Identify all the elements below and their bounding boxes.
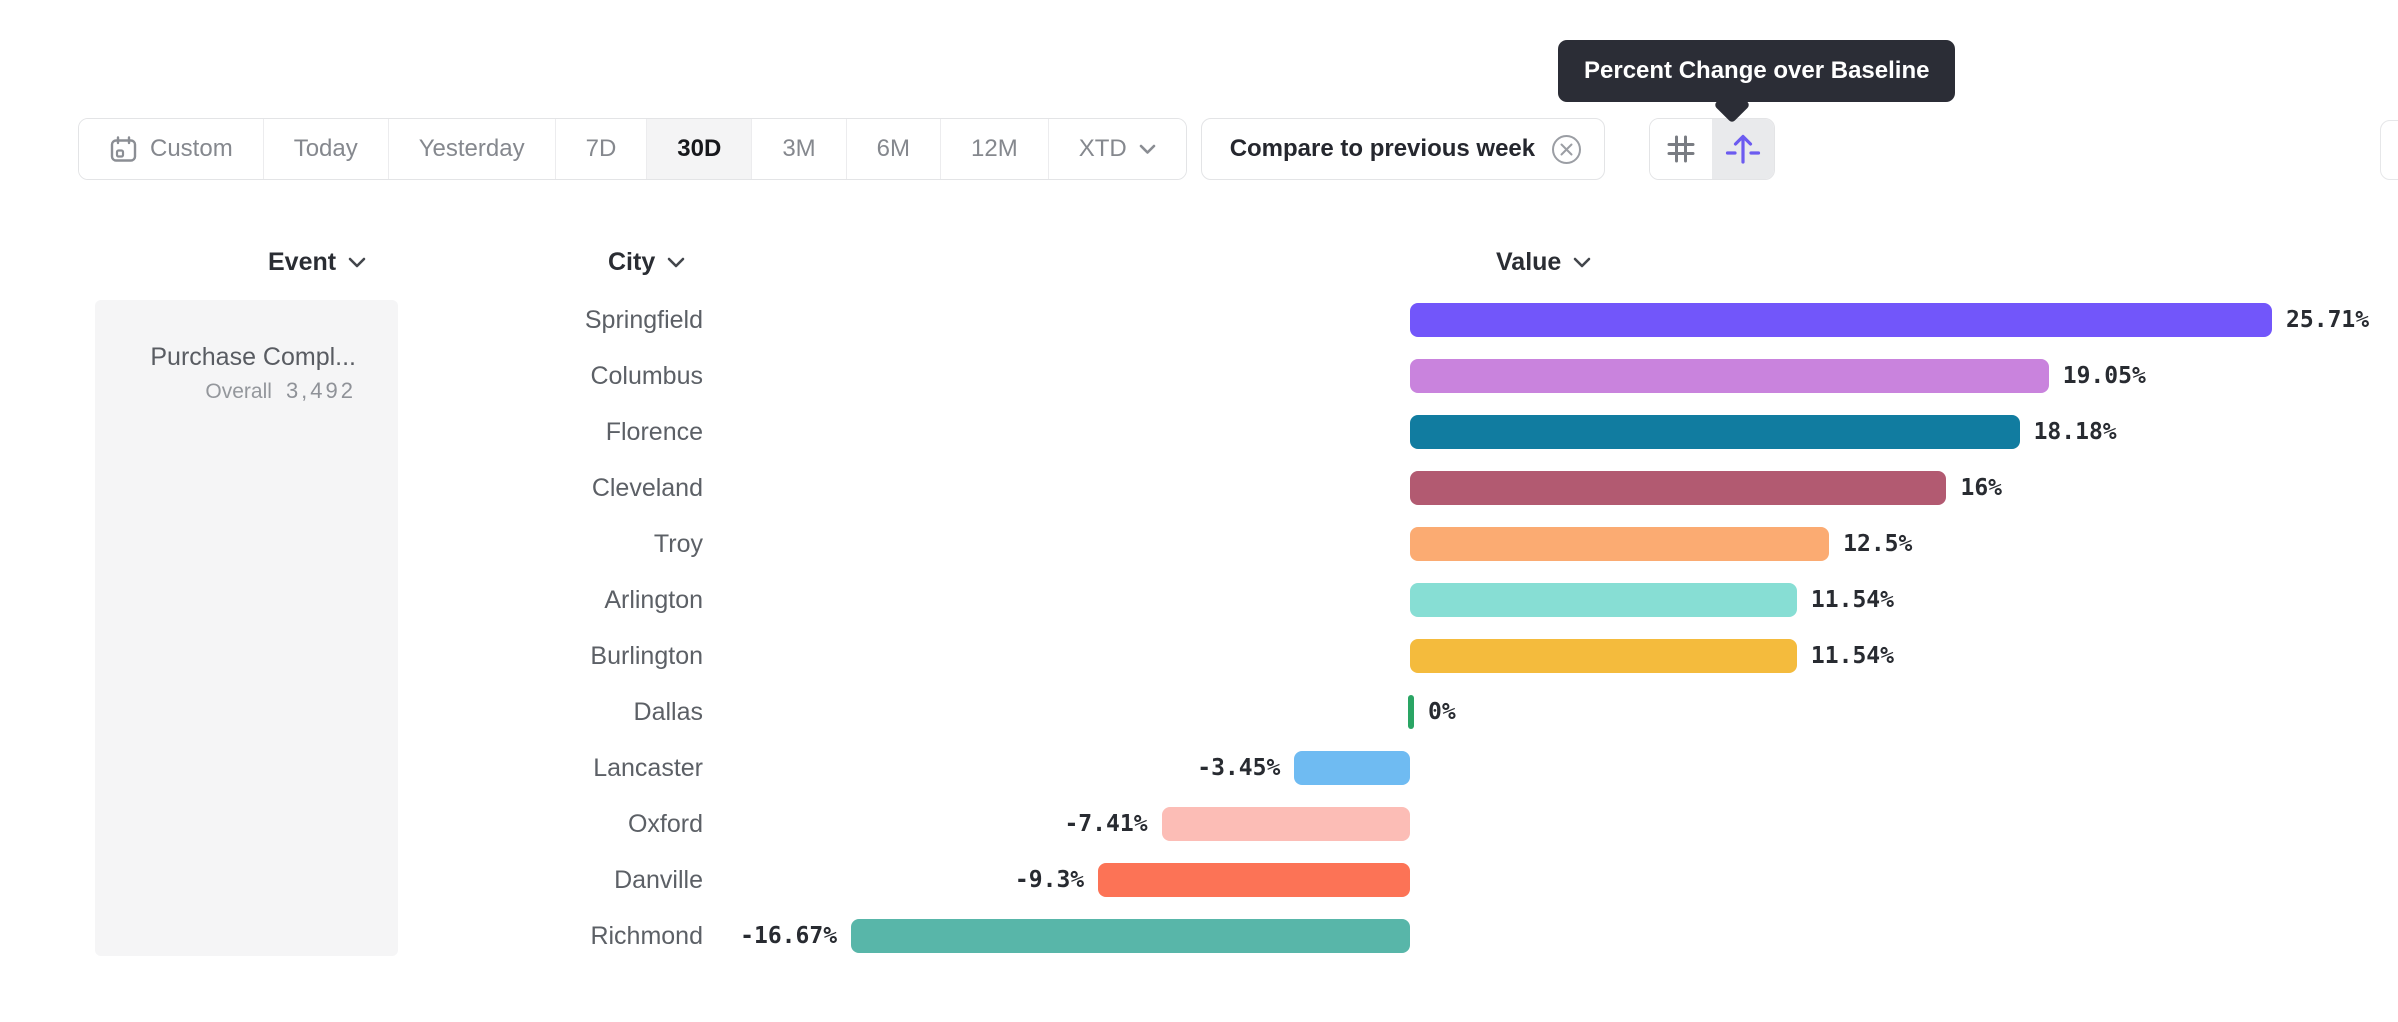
date-range-12m[interactable]: 12M [941, 119, 1049, 179]
calendar-icon [109, 135, 138, 164]
bar-danville[interactable] [1098, 863, 1410, 897]
bar-value-label: 16% [1960, 475, 2003, 501]
bar-value-label: 11.54% [1810, 587, 1895, 613]
date-range-label: 12M [971, 135, 1018, 162]
chart-row: Springfield 25.71% [0, 292, 2398, 348]
date-range-label: Custom [150, 135, 233, 162]
date-range-30d[interactable]: 30D [647, 119, 753, 179]
date-range-group: Custom Today Yesterday 7D 30D 3M 6M 12M XTD [78, 118, 1187, 180]
bar-value-label: -9.3% [1014, 867, 1085, 893]
city-label: Richmond [590, 921, 703, 950]
date-range-7d[interactable]: 7D [555, 119, 648, 179]
bar-value-label: 12.5% [1843, 531, 1913, 557]
chevron-down-icon [1139, 144, 1156, 155]
date-range-custom[interactable]: Custom [79, 119, 264, 179]
column-header-value-label: Value [1496, 247, 1562, 276]
date-range-yesterday[interactable]: Yesterday [388, 119, 556, 179]
compare-chip-label: Compare to previous week [1229, 135, 1536, 162]
hash-icon [1664, 132, 1698, 166]
bar-value-label: 11.54% [1810, 643, 1895, 669]
column-header-city[interactable]: City [608, 244, 685, 280]
bar-troy[interactable] [1410, 527, 1830, 561]
bar-arlington[interactable] [1410, 583, 1797, 617]
toggle-absolute-values[interactable] [1650, 119, 1713, 179]
view-toggle-group [1649, 118, 1776, 180]
city-label: Burlington [590, 641, 703, 670]
bar-florence[interactable] [1410, 415, 2020, 449]
bar-value-label: 0% [1428, 699, 1456, 725]
city-label: Troy [653, 529, 703, 558]
city-label: Lancaster [593, 753, 703, 782]
bar-value-label: 25.71% [2286, 307, 2370, 333]
chevron-down-icon [667, 257, 685, 268]
date-range-label: 7D [585, 135, 617, 162]
date-range-label: 6M [876, 135, 910, 162]
date-range-xtd[interactable]: XTD [1048, 119, 1186, 179]
chart-row: Lancaster -3.45% [0, 740, 2398, 796]
bar-value-label: 19.05% [2062, 363, 2146, 389]
chart-row: Florence 18.18% [0, 404, 2398, 460]
date-range-label: 30D [677, 135, 722, 162]
column-header-event[interactable]: Event [268, 244, 366, 280]
date-range-label: 3M [782, 135, 816, 162]
bar-value-label: -3.45% [1197, 755, 1281, 781]
city-label: Dallas [633, 697, 703, 726]
date-range-today[interactable]: Today [263, 119, 389, 179]
chevron-down-icon [348, 257, 366, 268]
chart-row: Oxford -7.41% [0, 796, 2398, 852]
chart-row: Dallas 0% [0, 684, 2398, 740]
event-card[interactable]: Purchase Compl... Overall 3,492 [95, 300, 398, 956]
x-circle-icon[interactable] [1551, 134, 1582, 165]
bar-value-label: 18.18% [2033, 419, 2117, 445]
bar-lancaster[interactable] [1294, 751, 1410, 785]
date-range-label: Yesterday [418, 135, 525, 162]
bar-dallas[interactable] [1408, 695, 1414, 729]
date-range-3m[interactable]: 3M [752, 119, 847, 179]
tooltip-percent-change: Percent Change over Baseline [1558, 40, 1956, 102]
partial-button-cutoff[interactable] [2380, 120, 2398, 180]
chart-row: Danville -9.3% [0, 852, 2398, 908]
city-label: Florence [605, 417, 703, 446]
event-metric-label: Overall [205, 380, 272, 403]
baseline-arrow-icon [1725, 132, 1761, 166]
chart-row: Cleveland 16% [0, 460, 2398, 516]
chart-row: Burlington 11.54% [0, 628, 2398, 684]
event-metric: Overall 3,492 [95, 378, 356, 404]
bar-richmond[interactable] [851, 919, 1410, 953]
date-range-label: Today [293, 135, 358, 162]
event-name: Purchase Compl... [150, 343, 356, 371]
column-header-value[interactable]: Value [1496, 244, 1591, 280]
column-header-event-label: Event [268, 247, 337, 276]
bar-value-label: -16.67% [740, 923, 838, 949]
chart-row: Arlington 11.54% [0, 572, 2398, 628]
date-range-label: XTD [1078, 135, 1127, 162]
city-label: Columbus [590, 361, 703, 390]
chart-row: Troy 12.5% [0, 516, 2398, 572]
toolbar: Custom Today Yesterday 7D 30D 3M 6M 12M XTD Comp… [78, 118, 1776, 180]
chart-row: Columbus 19.05% [0, 348, 2398, 404]
bar-cleveland[interactable] [1410, 471, 1947, 505]
city-label: Arlington [604, 585, 703, 614]
bar-oxford[interactable] [1161, 807, 1410, 841]
chevron-down-icon [1573, 257, 1591, 268]
bar-columbus[interactable] [1410, 359, 2049, 393]
bar-burlington[interactable] [1410, 639, 1797, 673]
chart-row: Richmond -16.67% [0, 908, 2398, 964]
city-label: Oxford [627, 809, 703, 838]
bar-chart: Springfield 25.71% Columbus 19.05% Florence 1… [0, 292, 2398, 964]
toggle-percent-change-over-baseline[interactable] [1712, 119, 1775, 179]
city-label: Danville [614, 865, 703, 894]
bar-value-label: -7.41% [1064, 811, 1148, 837]
compare-chip[interactable]: Compare to previous week [1200, 118, 1606, 180]
city-label: Springfield [584, 305, 703, 334]
column-header-city-label: City [608, 247, 656, 276]
event-metric-value: 3,492 [285, 378, 356, 403]
date-range-6m[interactable]: 6M [846, 119, 941, 179]
city-label: Cleveland [591, 473, 703, 502]
bar-springfield[interactable] [1410, 303, 2273, 337]
